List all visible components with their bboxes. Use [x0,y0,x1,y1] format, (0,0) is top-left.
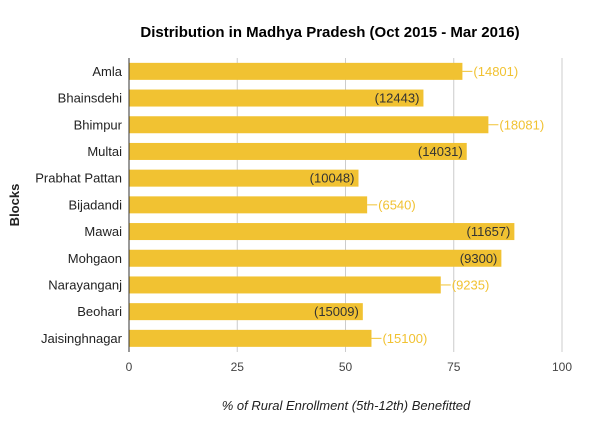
category-label: Beohari [77,304,122,319]
data-label: (18081) [499,117,544,132]
data-label: (15009) [314,304,359,319]
category-label: Multai [87,144,122,159]
data-label: (14801) [473,64,518,79]
data-label: (10048) [310,171,355,186]
data-label: (15100) [382,331,427,346]
category-label: Amla [92,64,122,79]
bar [129,276,441,294]
data-label: (11657) [467,224,511,239]
bar [129,196,368,214]
category-label: Bhainsdehi [58,91,122,106]
category-label: Bijadandi [69,197,123,212]
data-label: (14031) [418,144,463,159]
bar [129,89,424,107]
data-label: (9235) [452,277,490,292]
category-label: Prabhat Pattan [35,171,122,186]
category-label: Mohgaon [68,251,122,266]
data-label: (9300) [460,251,498,266]
bar [129,329,372,347]
x-tick-label: 75 [447,360,461,374]
bar [129,249,502,267]
category-labels: Amla Bhainsdehi Bhimpur Multai Prabhat Patta… [35,64,122,346]
bar [129,142,467,160]
category-label: Mawai [84,224,122,239]
y-axis-title: Blocks [7,184,22,227]
bar [129,62,463,80]
x-tick-label: 25 [231,360,245,374]
x-tick-label: 50 [339,360,353,374]
x-tick-labels: 0 25 50 75 100 [126,360,573,374]
data-labels: (14801) (12443) (18081) (14031) (10048) (6540… [310,64,545,346]
x-tick-label: 0 [126,360,133,374]
bar [129,169,359,187]
data-label: (6540) [378,197,416,212]
bars [129,62,515,347]
bar [129,223,515,241]
data-label: (12443) [375,91,420,106]
chart-title: Distribution in Madhya Pradesh (Oct 2015… [140,24,519,41]
x-axis-title: % of Rural Enrollment (5th-12th) Benefit… [222,398,471,413]
category-label: Jaisinghnagar [41,331,123,346]
x-tick-label: 100 [552,360,572,374]
category-label: Narayanganj [48,277,122,292]
bar [129,116,489,134]
bar [129,303,363,321]
category-label: Bhimpur [74,117,123,132]
